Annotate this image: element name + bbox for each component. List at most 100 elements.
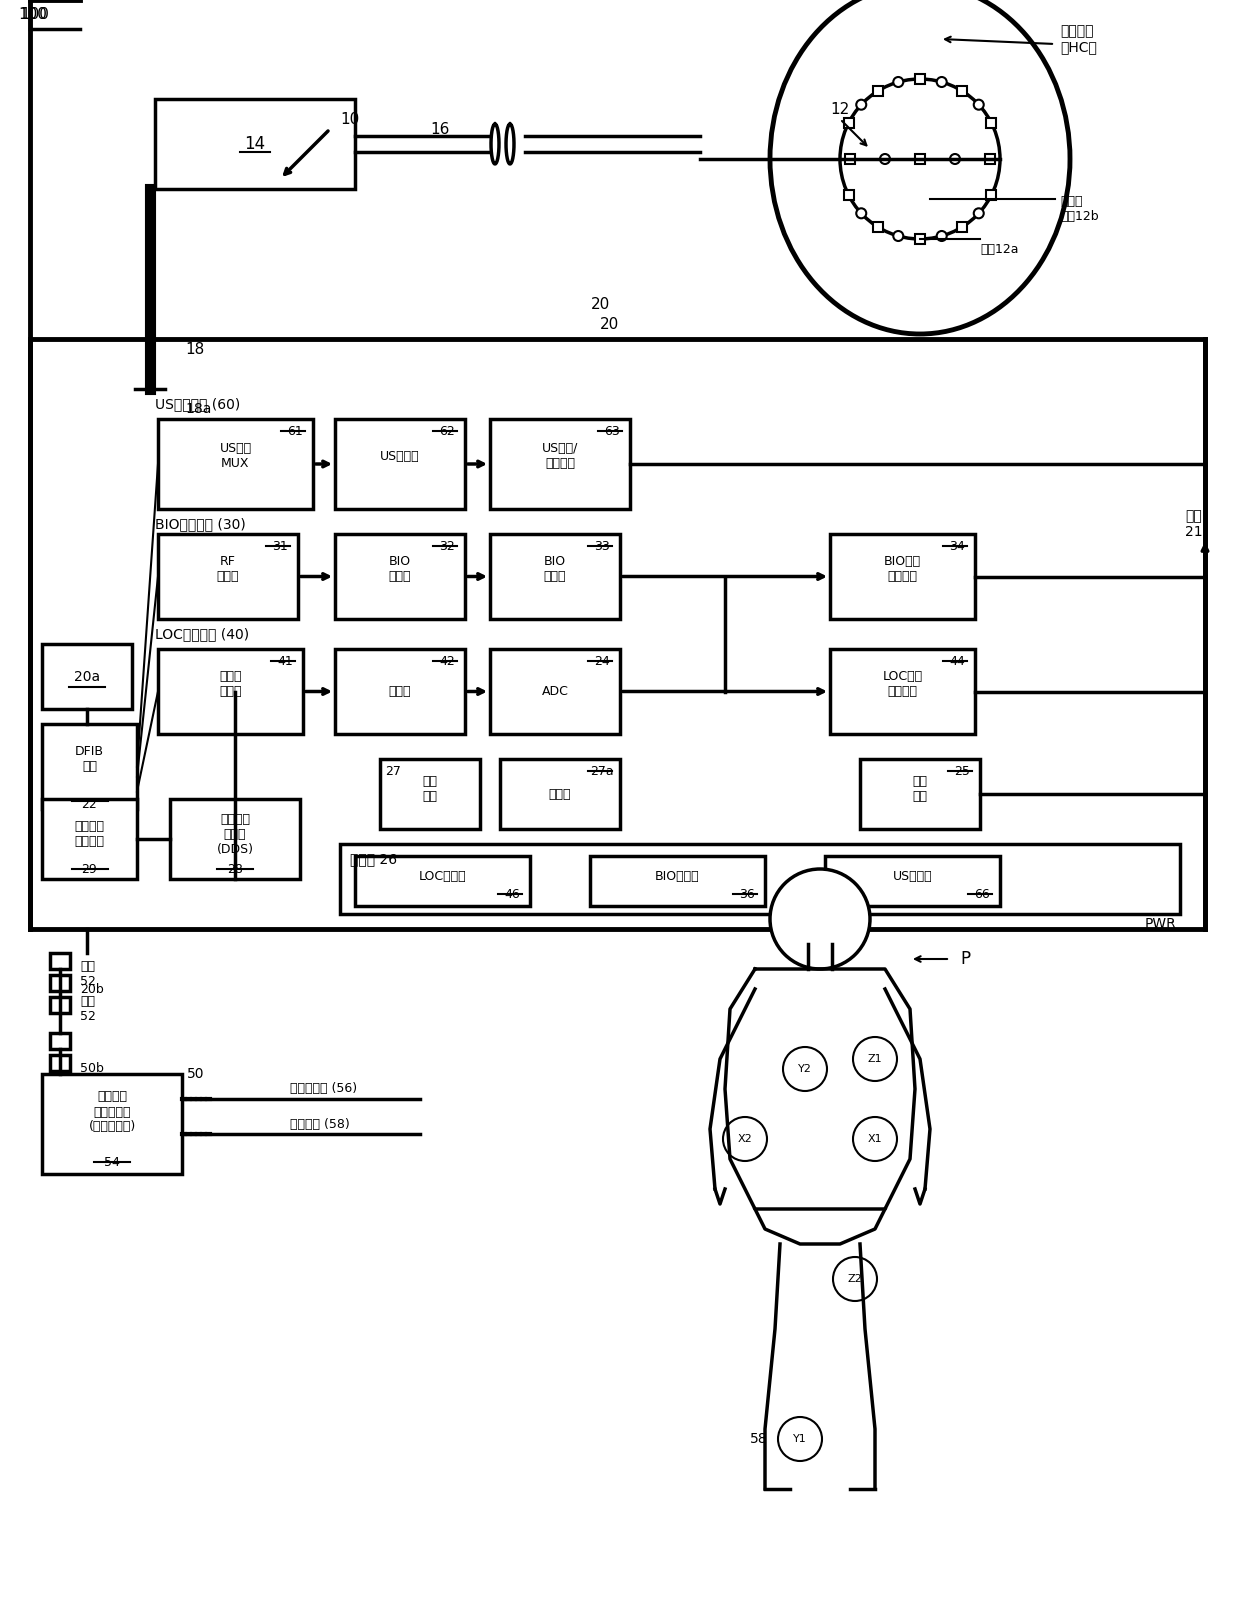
Text: 54: 54 (104, 1155, 120, 1168)
Bar (50, 1056, 69, 1072)
Text: 线缆
52: 线缆 52 (81, 994, 95, 1023)
Bar (170, 800, 300, 879)
Text: LOC信号路径 (40): LOC信号路径 (40) (155, 628, 249, 640)
Text: 62: 62 (439, 425, 455, 438)
Text: 18a: 18a (185, 402, 211, 417)
Bar (843, 117, 853, 127)
Text: 46: 46 (505, 888, 520, 901)
Text: 16: 16 (430, 122, 449, 137)
Text: Y2: Y2 (799, 1064, 812, 1073)
Text: 44: 44 (949, 655, 965, 668)
Text: 32: 32 (439, 539, 455, 552)
Text: DFIB
保护: DFIB 保护 (74, 745, 104, 772)
Text: 36: 36 (739, 888, 755, 901)
Text: Z1: Z1 (868, 1054, 883, 1064)
Bar (50, 1076, 69, 1093)
Text: 31: 31 (272, 539, 288, 552)
Text: US变压器: US变压器 (381, 449, 420, 462)
Circle shape (973, 100, 983, 109)
Text: US信号路径 (60): US信号路径 (60) (155, 397, 241, 410)
Bar (157, 418, 312, 508)
Text: BIO
放大器: BIO 放大器 (389, 555, 412, 582)
Text: 驱动电流
监控电路: 驱动电流 监控电路 (74, 821, 104, 848)
Text: 22: 22 (82, 798, 98, 811)
Bar (50, 953, 69, 969)
Text: 存储
装置: 存储 装置 (913, 776, 928, 803)
Text: 24: 24 (594, 655, 610, 668)
Bar (30, 339, 1205, 928)
Circle shape (857, 100, 867, 109)
Bar (861, 759, 980, 829)
Circle shape (973, 208, 983, 219)
Text: 用户
界面: 用户 界面 (423, 776, 438, 803)
Bar (915, 74, 925, 84)
Circle shape (833, 1257, 877, 1302)
Text: BIO
滤波器: BIO 滤波器 (544, 555, 567, 582)
Text: 滤波器: 滤波器 (389, 685, 412, 698)
Bar (986, 190, 996, 200)
Bar (500, 759, 620, 829)
Bar (42, 1073, 182, 1175)
Bar (125, 385, 175, 418)
Text: 34: 34 (949, 539, 965, 552)
Text: 超声换
能器12b: 超声换 能器12b (1060, 195, 1099, 224)
Bar (50, 975, 69, 991)
Bar (873, 222, 883, 232)
Bar (157, 534, 298, 619)
Text: 12: 12 (830, 101, 849, 116)
Text: BIO处理器: BIO处理器 (655, 869, 699, 882)
Bar (42, 800, 136, 879)
Text: 线缆
52: 线缆 52 (81, 961, 95, 988)
Text: 50b: 50b (81, 1062, 104, 1075)
Bar (915, 154, 925, 164)
Bar (50, 1033, 69, 1049)
Text: 10: 10 (340, 111, 360, 127)
Bar (985, 154, 994, 164)
Bar (590, 856, 765, 906)
Text: 患者隔离
驱动变压器
(当前驱动器): 患者隔离 驱动变压器 (当前驱动器) (88, 1091, 135, 1133)
Bar (42, 724, 136, 809)
Text: 25: 25 (954, 764, 970, 777)
Text: 电极12a: 电极12a (980, 243, 1018, 256)
Text: 总线
21: 总线 21 (1185, 508, 1203, 539)
Bar (915, 233, 925, 245)
Bar (355, 856, 529, 906)
Bar (830, 534, 975, 619)
Bar (50, 998, 69, 1014)
Text: 66: 66 (975, 888, 990, 901)
Text: 41: 41 (277, 655, 293, 668)
Bar (42, 644, 131, 710)
Bar (986, 117, 996, 127)
Bar (490, 418, 630, 508)
Circle shape (936, 77, 946, 87)
Circle shape (950, 154, 960, 164)
Circle shape (893, 77, 903, 87)
Text: 100: 100 (20, 6, 48, 21)
Text: 到电参考 (58): 到电参考 (58) (290, 1118, 350, 1131)
Text: 63: 63 (604, 425, 620, 438)
Circle shape (853, 1117, 897, 1162)
Text: PWR: PWR (1145, 917, 1177, 932)
Text: BIO信号路径 (30): BIO信号路径 (30) (155, 516, 246, 531)
Text: 18: 18 (185, 341, 205, 357)
Text: X2: X2 (738, 1134, 753, 1144)
Ellipse shape (770, 0, 1070, 335)
Circle shape (853, 1036, 897, 1081)
Text: LOC信号
路径处理: LOC信号 路径处理 (883, 669, 923, 697)
Text: RF
滤波器: RF 滤波器 (217, 555, 239, 582)
Bar (830, 648, 975, 734)
Bar (157, 648, 303, 734)
Circle shape (782, 1047, 827, 1091)
Text: P: P (960, 949, 970, 969)
Bar (873, 85, 883, 97)
Circle shape (857, 208, 867, 219)
Text: LOC处理器: LOC处理器 (419, 869, 466, 882)
Text: 处理器 26: 处理器 26 (350, 853, 397, 866)
Circle shape (770, 869, 870, 969)
Circle shape (777, 1418, 822, 1461)
Text: 20a: 20a (74, 669, 100, 684)
Text: X1: X1 (868, 1134, 883, 1144)
Text: 58: 58 (750, 1432, 768, 1446)
Text: 心脏腔室
（HC）: 心脏腔室 （HC） (1060, 24, 1097, 55)
Circle shape (839, 79, 999, 240)
